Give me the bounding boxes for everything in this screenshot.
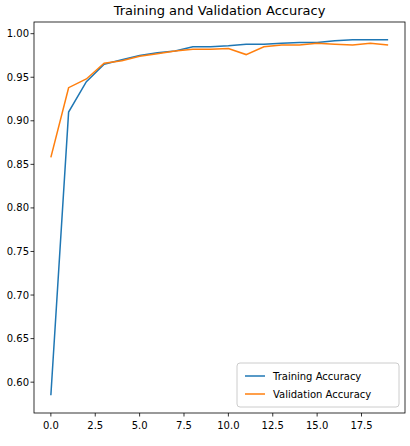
x-tick <box>183 413 184 417</box>
title: Training and Validation Accuracy <box>113 3 326 18</box>
y-tick-label: 0.70 <box>7 290 29 301</box>
y-tick <box>31 251 35 252</box>
series-line <box>51 40 388 395</box>
legend-box <box>237 363 399 407</box>
y-tick <box>31 295 35 296</box>
x-tick-label: 7.5 <box>176 420 192 431</box>
x-tick-label: 15.0 <box>306 420 328 431</box>
x-tick <box>361 413 362 417</box>
x-tick <box>317 413 318 417</box>
y-tick-label: 0.95 <box>7 72 29 83</box>
y-tick-label: 1.00 <box>7 28 29 39</box>
y-tick <box>31 338 35 339</box>
y-tick-label: 0.60 <box>7 377 29 388</box>
y-tick <box>31 120 35 121</box>
legend-label: Validation Accuracy <box>273 389 371 400</box>
x-tick-label: 12.5 <box>262 420 284 431</box>
y-tick <box>31 382 35 383</box>
series-group <box>51 40 388 395</box>
plot-frame <box>34 22 405 413</box>
y-tick-label: 0.90 <box>7 115 29 126</box>
x-tick <box>95 413 96 417</box>
y-tick <box>31 33 35 34</box>
y-tick-label: 0.85 <box>7 159 29 170</box>
series-line <box>51 43 388 157</box>
y-tick-label: 0.75 <box>7 246 29 257</box>
y-tick <box>31 77 35 78</box>
x-tick-label: 2.5 <box>87 420 103 431</box>
x-tick <box>228 413 229 417</box>
x-tick-label: 10.0 <box>217 420 239 431</box>
y-tick-label: 0.80 <box>7 202 29 213</box>
y-tick <box>31 164 35 165</box>
legend-swatch <box>245 375 265 377</box>
x-tick-label: 5.0 <box>132 420 148 431</box>
x-tick-label: 17.5 <box>350 420 372 431</box>
x-tick <box>139 413 140 417</box>
y-tick <box>31 207 35 208</box>
legend-swatch <box>245 393 265 395</box>
chart: Training and Validation Accuracy 0.0 2.5 5.… <box>0 0 410 446</box>
x-tick-label: 0.0 <box>43 420 59 431</box>
x-tick <box>50 413 51 417</box>
x-tick <box>272 413 273 417</box>
legend-label: Training Accuracy <box>272 371 361 382</box>
y-tick-label: 0.65 <box>7 333 29 344</box>
